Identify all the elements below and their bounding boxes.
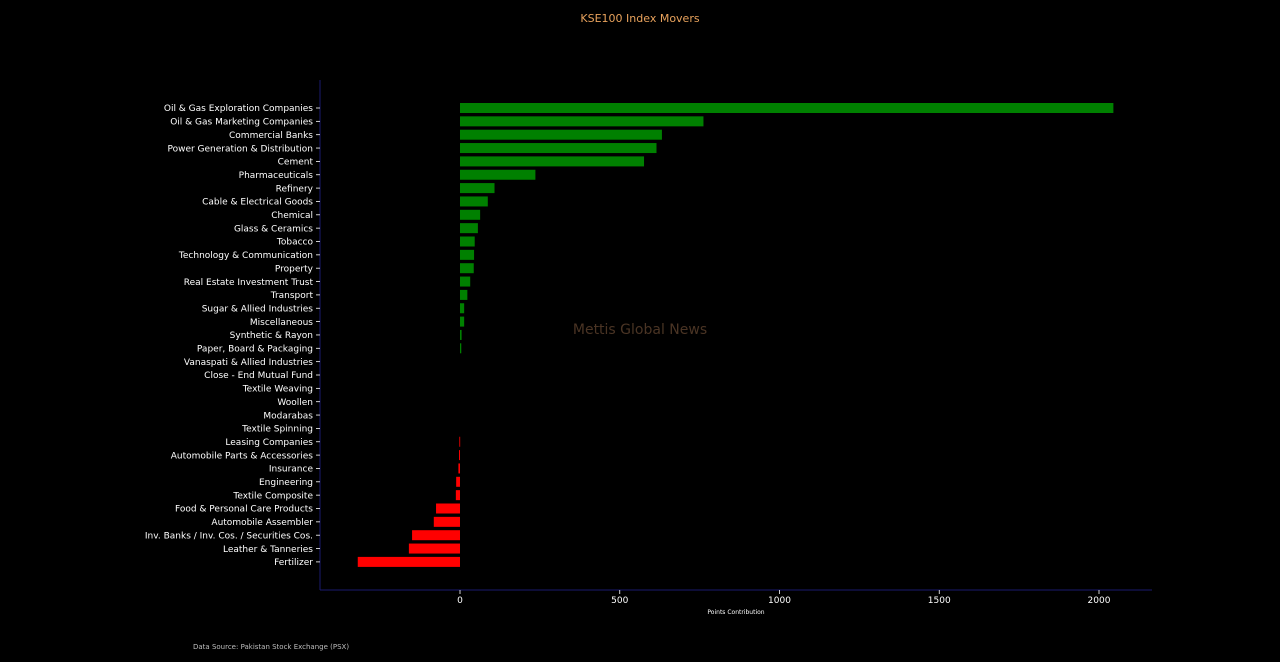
y-tick-label: Automobile Parts & Accessories [171, 451, 314, 461]
data-source: Data Source: Pakistan Stock Exchange (PS… [193, 643, 349, 651]
x-tick-label: 2000 [1088, 596, 1111, 606]
y-tick-label: Chemical [271, 211, 313, 221]
y-tick-label: Transport [270, 291, 314, 301]
y-tick-label: Paper, Board & Packaging [197, 345, 313, 355]
bar [460, 116, 704, 127]
y-tick-label: Oil & Gas Marketing Companies [170, 118, 313, 128]
y-tick-label: Synthetic & Rayon [230, 331, 313, 341]
x-axis-label: Points Contribution [707, 609, 764, 616]
bar [460, 196, 488, 207]
bar [408, 543, 460, 554]
y-tick-label: Close - End Mutual Fund [204, 371, 313, 381]
bar [460, 289, 468, 300]
bar [460, 103, 1114, 113]
chart-title: KSE100 Index Movers [580, 12, 699, 25]
bar [455, 490, 460, 501]
bar [458, 463, 460, 474]
y-tick-label: Technology & Communication [178, 251, 313, 261]
bar [460, 129, 662, 140]
y-tick-label: Glass & Ceramics [234, 224, 313, 234]
y-tick-label: Leather & Tanneries [223, 545, 313, 555]
bar [460, 303, 465, 314]
y-tick-label: Property [275, 264, 314, 274]
y-tick-label: Woollen [277, 398, 313, 408]
y-tick-label: Textile Spinning [241, 425, 313, 435]
y-tick-label: Engineering [259, 478, 313, 488]
y-tick-label: Textile Composite [232, 491, 313, 501]
y-tick-label: Food & Personal Care Products [175, 505, 313, 515]
y-tick-label: Power Generation & Distribution [167, 144, 313, 154]
y-tick-label: Real Estate Investment Trust [184, 278, 314, 288]
bar [456, 476, 460, 487]
bar [460, 276, 471, 287]
y-tick-label: Pharmaceuticals [239, 171, 314, 181]
y-tick-label: Modarabas [263, 411, 313, 421]
y-tick-label: Refinery [276, 184, 314, 194]
bar [357, 556, 460, 567]
watermark: Mettis Global News [573, 322, 707, 338]
y-tick-label: Leasing Companies [225, 438, 313, 448]
bar [436, 503, 460, 514]
bar [460, 263, 474, 274]
bar [433, 516, 460, 527]
bar [412, 530, 460, 541]
bar [460, 223, 478, 234]
y-tick-label: Inv. Banks / Inv. Cos. / Securities Cos. [145, 531, 313, 541]
bar [460, 236, 475, 247]
bar [460, 316, 465, 327]
y-tick-label: Vanaspati & Allied Industries [184, 358, 313, 368]
bar [460, 249, 475, 260]
y-tick-label: Cable & Electrical Goods [202, 198, 313, 208]
bar [460, 183, 495, 194]
bar [459, 436, 461, 447]
bar [460, 169, 536, 180]
y-tick-label: Fertilizer [274, 558, 313, 568]
y-tick-label: Cement [278, 158, 314, 168]
bar [460, 143, 657, 154]
y-tick-label: Sugar & Allied Industries [202, 304, 314, 314]
y-tick-label: Commercial Banks [229, 131, 313, 141]
bars-group [357, 103, 1114, 567]
bar [460, 209, 481, 220]
y-tick-label: Automobile Assembler [211, 518, 313, 528]
x-tick-label: 0 [457, 596, 463, 606]
y-tick-label: Textile Weaving [242, 385, 313, 395]
y-tick-label: Insurance [269, 465, 314, 475]
bar [460, 156, 645, 167]
y-tick-label: Oil & Gas Exploration Companies [164, 104, 313, 114]
bar [460, 329, 462, 340]
x-ticks: 0 500 1000 1500 2000 [457, 590, 1111, 606]
x-tick-label: 500 [611, 596, 628, 606]
bar [459, 450, 460, 461]
y-tick-label: Tobacco [276, 238, 314, 248]
x-tick-label: 1000 [768, 596, 791, 606]
y-tick-label: Miscellaneous [250, 318, 313, 328]
x-tick-label: 1500 [928, 596, 951, 606]
y-tick-labels: Oil & Gas Exploration Companies Oil & Gas… [145, 104, 320, 568]
bar [460, 343, 462, 354]
